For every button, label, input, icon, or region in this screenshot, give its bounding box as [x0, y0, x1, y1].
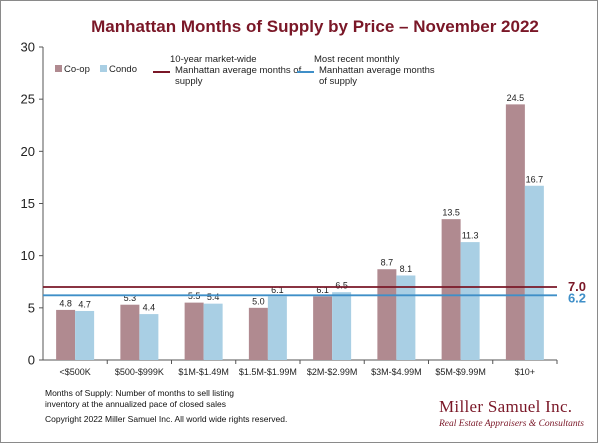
x-tick-label: $3M-$4.99M [371, 367, 422, 377]
condo-data-label: 6.5 [335, 281, 348, 291]
recent-monthly-average-value-label: 6.2 [568, 290, 586, 305]
condo-bar [524, 185, 544, 360]
y-tick-label: 25 [21, 92, 35, 107]
chart-svg: Manhattan Months of Supply by Price – No… [21, 17, 587, 377]
condo-data-label: 11.3 [462, 231, 479, 241]
coop-data-label: 4.8 [59, 298, 72, 308]
legend-label-coop: Co-op [64, 64, 90, 75]
condo-bar [75, 310, 95, 360]
y-tick-label: 15 [21, 196, 35, 211]
legend-label-ten-year-average: supply [175, 76, 203, 87]
x-tick-label: $500-$999K [115, 367, 164, 377]
reference-lines: 7.06.2 [43, 279, 586, 305]
condo-data-label: 4.7 [78, 299, 91, 309]
copyright-text: Copyright 2022 Miller Samuel Inc. All wo… [45, 414, 288, 424]
coop-bar [120, 304, 140, 360]
legend-swatch-coop [55, 65, 62, 72]
chart-axes: 0 5 10 15 20 25 30 <$500K $500-$999K $1M-$1.49M $1… [21, 40, 558, 377]
brand-logo: Miller Samuel Inc. Real Estate Appraiser… [439, 398, 589, 431]
x-tick-label: $2M-$2.99M [307, 367, 358, 377]
condo-data-label: 5.4 [207, 292, 220, 302]
condo-bar [139, 314, 159, 360]
coop-bar [248, 307, 268, 360]
coop-data-label: 24.5 [507, 93, 525, 103]
legend-swatch-condo [100, 65, 107, 72]
x-tick-label: $10+ [515, 367, 535, 377]
legend-label-condo: Condo [109, 64, 137, 75]
brand-name: Miller Samuel Inc. [439, 397, 573, 416]
chart-title: Manhattan Months of Supply by Price – No… [91, 17, 539, 36]
y-tick-label: 30 [21, 40, 35, 55]
coop-bar [313, 296, 333, 360]
y-tick-label: 0 [28, 353, 35, 368]
coop-bar [377, 269, 397, 360]
coop-bar [505, 104, 525, 360]
x-tick-label: $5M-$9.99M [435, 367, 486, 377]
legend-label-ten-year-average: Manhattan average months of [175, 65, 302, 76]
x-tick-label: $1M-$1.49M [178, 367, 229, 377]
chart-bars: 4.84.75.34.45.55.45.06.16.16.58.78.113.5… [56, 93, 544, 360]
condo-data-label: 4.4 [143, 303, 156, 313]
legend-label-recent-monthly-average: Most recent monthly [314, 54, 400, 65]
condo-data-label: 16.7 [526, 174, 544, 184]
condo-data-label: 8.1 [400, 264, 413, 274]
y-tick-label: 5 [28, 300, 35, 315]
x-tick-label: $1.5M-$1.99M [239, 367, 297, 377]
coop-data-label: 13.5 [442, 208, 460, 218]
condo-bar [396, 275, 416, 360]
x-tick-label: <$500K [59, 367, 90, 377]
condo-data-label: 6.1 [271, 285, 284, 295]
coop-bar [56, 309, 76, 360]
y-tick-label: 10 [21, 248, 35, 263]
coop-data-label: 6.1 [316, 285, 329, 295]
condo-bar [267, 296, 287, 360]
brand-tagline: Real Estate Appraisers & Consultants [439, 419, 584, 429]
condo-bar [203, 303, 223, 360]
y-tick-label: 20 [21, 144, 35, 159]
coop-data-label: 8.7 [381, 258, 394, 268]
condo-bar [332, 292, 352, 360]
footnote-line-2: inventory at the annualized pace of clos… [45, 399, 226, 409]
condo-bar [460, 242, 480, 360]
coop-bar [441, 219, 461, 360]
legend-label-recent-monthly-average: Manhattan average months [319, 65, 435, 76]
ten-year-average-value-label: 7.0 [568, 279, 586, 294]
coop-data-label: 5.0 [252, 296, 265, 306]
legend-label-ten-year-average: 10-year market-wide [170, 54, 257, 65]
legend-label-recent-monthly-average: of supply [319, 76, 357, 87]
footnote-line-1: Months of Supply: Number of months to se… [45, 388, 234, 398]
coop-bar [184, 302, 204, 360]
coop-data-label: 5.3 [124, 293, 137, 303]
